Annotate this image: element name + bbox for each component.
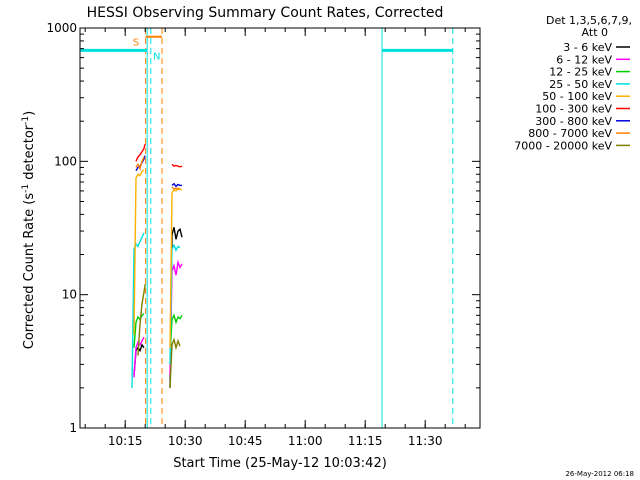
y-axis-label-main: Corrected Count Rate (s	[22, 193, 37, 350]
footer-timestamp: 26-May-2012 06:18	[565, 470, 634, 478]
annotation-s: S	[133, 38, 139, 49]
legend-label-5: 100 - 300 keV	[535, 103, 612, 116]
x-tick-label-2: 10:45	[228, 434, 263, 448]
x-ticks: 10:15 10:30 10:45 11:00 11:15 11:30	[84, 28, 466, 448]
y-tick-label-2: 100	[54, 154, 77, 168]
series-8-segment-1	[169, 337, 181, 388]
series-5-segment-1	[171, 163, 183, 168]
legend-label-3: 25 - 50 keV	[549, 78, 612, 91]
legend-label-7: 800 - 7000 keV	[528, 127, 612, 140]
chart-title: HESSI Observing Summary Count Rates, Cor…	[87, 5, 444, 21]
series-8-segment-0	[137, 283, 146, 356]
y-axis-label: Corrected Count Rate (s-1 detector-1)	[21, 111, 37, 349]
legend-label-0: 3 - 6 keV	[563, 41, 612, 54]
series-2-segment-1	[169, 313, 183, 356]
legend-label-2: 12 - 25 keV	[549, 66, 612, 79]
y-tick-label-1: 10	[62, 288, 77, 302]
series-5-segment-0	[135, 143, 146, 162]
x-tick-label-5: 11:30	[408, 434, 443, 448]
series-2-segment-0	[133, 313, 145, 348]
series-7-segment-1	[171, 186, 180, 190]
legend-label-1: 6 - 12 keV	[556, 53, 612, 66]
x-axis-label: Start Time (25-May-12 10:03:42)	[173, 456, 387, 471]
y-axis-label-sup1: -1	[21, 184, 31, 193]
legend-label-8: 7000 - 20000 keV	[514, 139, 612, 152]
legend-label-6: 300 - 800 keV	[535, 115, 612, 128]
legend-header-attenuator: Att 0	[582, 26, 608, 39]
x-tick-label-4: 11:15	[348, 434, 383, 448]
y-tick-label-0: 1	[69, 421, 77, 435]
x-tick-label-1: 10:30	[168, 434, 203, 448]
y-axis-label-sup2: -1	[21, 116, 31, 125]
y-tick-label-3: 1000	[46, 21, 77, 35]
plot-layer: SN	[79, 28, 454, 428]
legend-label-4: 50 - 100 keV	[542, 90, 612, 103]
series-6-segment-1	[171, 182, 182, 188]
series-4-segment-0	[133, 169, 145, 335]
x-tick-label-3: 11:00	[288, 434, 323, 448]
series-3-segment-0	[131, 232, 145, 388]
x-tick-label-0: 10:15	[108, 434, 143, 448]
plot-frame	[79, 27, 481, 429]
legend-header-detectors: Det 1,3,5,6,7,9,	[546, 14, 632, 27]
y-ticks: 1 10 100 1000	[46, 21, 480, 435]
annotation-n: N	[153, 52, 160, 63]
y-axis-label-mid: detector	[22, 124, 37, 184]
series-7-segment-0	[135, 156, 145, 171]
y-axis-label-end: )	[22, 111, 37, 116]
